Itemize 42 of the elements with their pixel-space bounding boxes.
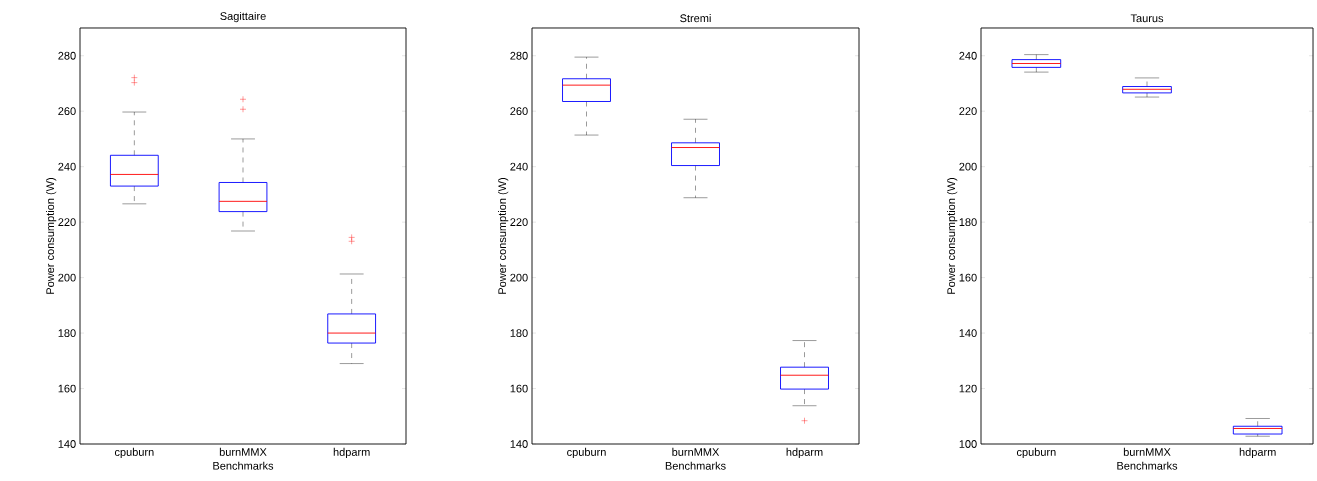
y-tick-label: 180: [510, 329, 528, 337]
y-tick-label: 220: [58, 218, 76, 227]
y-tick-label: 180: [959, 218, 977, 227]
x-axis-title: Benchmarks: [213, 461, 274, 470]
y-tick-label: 180: [58, 329, 76, 337]
y-tick-label: 200: [58, 273, 76, 282]
x-axis-title: Benchmarks: [665, 461, 726, 470]
y-tick-label: 220: [510, 218, 528, 227]
x-tick-label: cpuburn: [114, 447, 154, 459]
y-tick-label: 240: [510, 162, 528, 171]
chart-title: Sagittaire: [220, 11, 266, 23]
x-tick-label: cpuburn: [1016, 447, 1056, 459]
y-tick-label: 200: [959, 162, 977, 171]
y-axis-title: Power consumption (W): [46, 178, 57, 294]
y-tick-label: 140: [58, 440, 76, 448]
y-tick-label: 280: [510, 51, 528, 60]
x-tick-label: hdparm: [1239, 447, 1276, 459]
y-tick-label: 140: [510, 440, 528, 448]
x-tick-label: hdparm: [333, 447, 370, 459]
y-tick-label: 160: [58, 384, 76, 393]
y-axis-title: Power consumption (W): [498, 178, 509, 294]
y-tick-label: 100: [959, 440, 977, 448]
y-tick-label: 160: [510, 384, 528, 393]
chart-title: Taurus: [1130, 14, 1164, 23]
x-axis-title: Benchmarks: [1117, 461, 1178, 470]
x-tick-label: burnMMX: [1123, 447, 1171, 456]
y-tick-label: 240: [58, 162, 76, 171]
y-tick-label: 260: [58, 107, 76, 116]
y-tick-label: 120: [959, 384, 977, 393]
y-tick-label: 260: [510, 107, 528, 116]
y-tick-label: 240: [959, 51, 977, 60]
x-tick-label: cpuburn: [567, 447, 606, 459]
y-tick-label: 200: [510, 273, 528, 282]
y-tick-label: 280: [58, 51, 76, 60]
y-axis-title: Power consumption (W): [947, 178, 958, 294]
y-tick-label: 220: [959, 107, 977, 116]
chart-title: Stremi: [680, 14, 711, 23]
x-tick-label: burnMMX: [672, 447, 720, 456]
x-tick-label: burnMMX: [219, 447, 267, 456]
y-tick-label: 160: [959, 273, 977, 282]
x-tick-label: hdparm: [786, 447, 823, 459]
y-tick-label: 140: [959, 329, 977, 337]
